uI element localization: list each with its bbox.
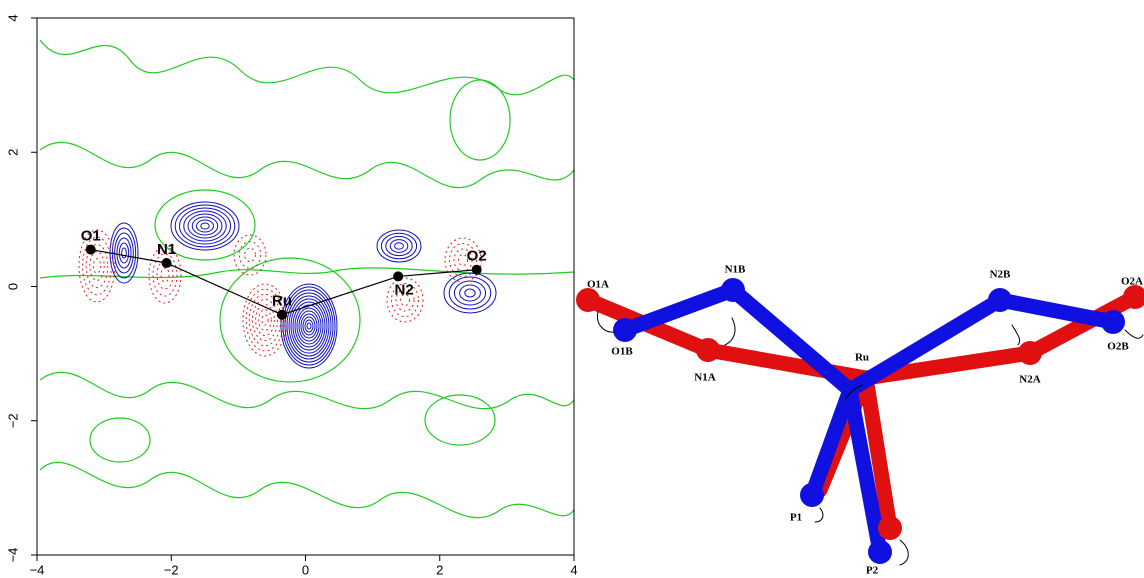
atom-label: P2 [866,565,879,577]
atom-point [472,265,482,275]
contour [90,418,150,462]
contour [262,315,268,325]
contour [112,228,135,278]
atom-label: O2B [1107,341,1129,353]
atom-label: O1 [81,228,101,245]
atom-red [696,338,720,362]
contour [465,289,475,297]
y-tick-label: −4 [5,548,20,563]
atom-label: N2B [990,269,1011,281]
x-tick-label: 2 [436,562,443,577]
atom-red [1018,341,1042,365]
contour [307,323,311,329]
atom-red [878,516,902,540]
atom-label: N2 [395,281,414,298]
contour [450,80,510,160]
atom-label: N2A [1019,374,1040,386]
contour [122,248,127,258]
y-tick-label: 2 [5,149,20,156]
plot-frame [37,18,574,555]
rotation-arrow [1012,325,1020,345]
contour [40,462,574,517]
atom-label: P1 [790,512,802,524]
contour [239,242,260,269]
x-tick-label: 4 [570,562,577,577]
contour [93,259,100,273]
x-tick-label: −4 [30,562,45,577]
atom-red [576,288,600,312]
contour [444,273,496,313]
x-tick-label: −2 [164,562,179,577]
atom-point [277,310,287,320]
rotation-arrow [1125,330,1143,338]
atom-blue [1101,310,1125,334]
atom-blue [800,483,824,507]
atom-label: N1A [694,372,715,384]
contour [197,220,214,232]
molecule [576,278,1144,565]
contour [287,293,331,359]
atom-blue [721,278,745,302]
atom-label: N1B [725,264,746,276]
rotation-arrow [725,318,735,345]
atom-blue [868,540,892,564]
contour [259,310,272,331]
contour [377,230,421,262]
atom-label: O1A [587,279,609,291]
atom-blue [988,288,1012,312]
y-tick-label: 0 [5,283,20,290]
contour [460,285,481,301]
contour [390,240,408,253]
contour [83,237,112,295]
contour [291,299,327,353]
x-tick-label: 0 [302,562,309,577]
atom-point [393,271,403,281]
contour [40,40,574,95]
contour [381,233,416,259]
atom-label: Ru [272,293,292,310]
contour [161,268,169,282]
contour [40,372,574,408]
atom-label: O1B [611,346,633,358]
figure: O1A N1B O1B N1A Ru N2B O2A N2A O2B P1 P2… [0,0,1144,578]
contour [184,211,227,241]
contour [171,202,239,250]
contour [201,223,210,229]
contour [425,395,495,445]
atom-point [162,258,172,268]
contour [188,214,222,238]
atom-blue [613,318,637,342]
y-tick-label: −2 [5,413,20,428]
contour [299,311,319,341]
rotation-arrow [900,540,908,565]
atom-point [86,245,96,255]
contour [40,142,574,187]
contour [245,248,256,261]
contour [119,243,128,263]
contour-map [40,40,574,518]
atom-label: N1 [157,241,176,258]
y-tick-label: 4 [5,14,20,21]
contour [180,208,231,244]
contour [449,277,491,309]
rotation-arrow [815,508,823,522]
atom-label: O2 [467,248,487,265]
atom-label: O2A [1121,276,1143,288]
contour [220,258,360,382]
contour [305,320,313,332]
atom-label: Ru [855,352,869,364]
contour [395,243,404,249]
